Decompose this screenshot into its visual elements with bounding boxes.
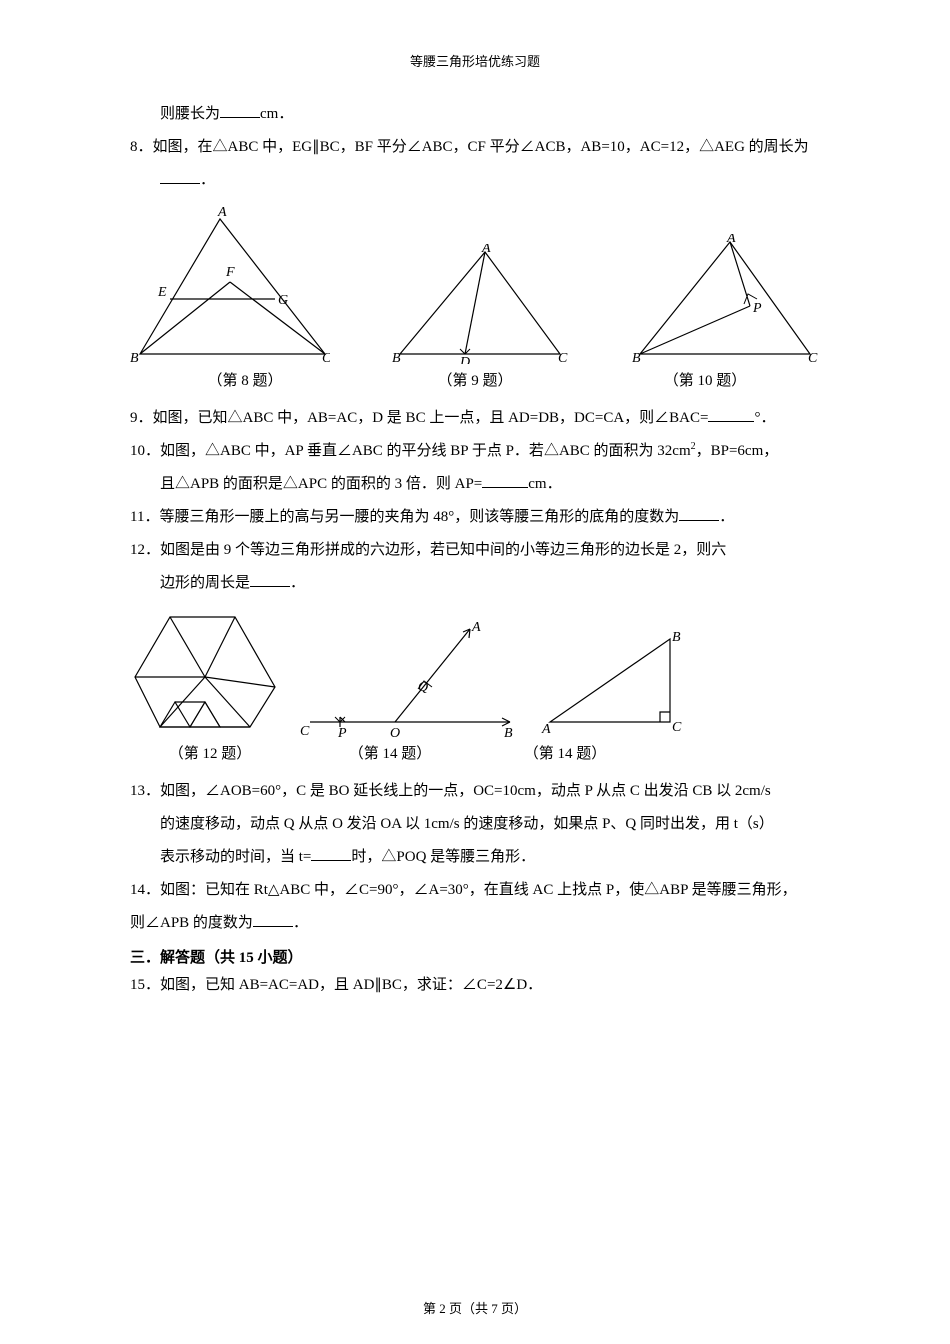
text: °． [754, 410, 775, 426]
text: 边形的周长是 [160, 575, 250, 591]
problem-10-cont: 且△APB 的面积是△APC 的面积的 3 倍．则 AP= cm． [130, 471, 820, 498]
figure-14b: A B C [540, 627, 690, 737]
blank [160, 169, 200, 184]
svg-text:C: C [808, 351, 818, 364]
svg-text:B: B [632, 351, 641, 364]
text: ． [293, 915, 308, 931]
problem-15: 15．如图，已知 AB=AC=AD，且 AD∥BC，求证：∠C=2∠D． [130, 972, 820, 999]
caption-row-1: （第 8 题） （第 9 题） （第 10 题） [130, 368, 820, 395]
svg-text:F: F [225, 265, 235, 280]
text: 11．等腰三角形一腰上的高与另一腰的夹角为 48°，则该等腰三角形的底角的度数为 [130, 509, 679, 525]
svg-text:C: C [558, 351, 568, 364]
text: 15．如图，已知 AB=AC=AD，且 AD∥BC，求证：∠C=2∠D． [130, 977, 542, 993]
figure-8: A B C E F G [130, 204, 330, 364]
svg-text:A: A [541, 722, 551, 737]
svg-text:B: B [130, 351, 139, 364]
problem-13: 13．如图，∠AOB=60°，C 是 BO 延长线上的一点，OC=10cm，动点… [130, 778, 820, 805]
text: ． [719, 509, 734, 525]
figure-10: A B C P [630, 234, 820, 364]
svg-text:P: P [752, 301, 762, 316]
problem-10: 10．如图，△ABC 中，AP 垂直∠ABC 的平分线 BP 于点 P．若△AB… [130, 438, 820, 465]
text: ，BP=6cm， [696, 443, 779, 459]
problem-7-tail: 则腰长为 cm． [130, 101, 820, 128]
problem-14-b: 则∠APB 的度数为 ． [130, 910, 820, 937]
text: 表示移动的时间，当 t= [160, 849, 311, 865]
problem-13-b: 的速度移动，动点 Q 从点 O 发沿 OA 以 1cm/s 的速度移动，如果点 … [130, 811, 820, 838]
text: 则腰长为 [160, 106, 220, 122]
svg-text:B: B [672, 630, 681, 645]
figure-row-2: A C P O B Q A B C [130, 607, 820, 737]
page: 等腰三角形培优练习题 则腰长为 cm． 8．如图，在△ABC 中，EG∥BC，BF… [0, 0, 950, 1344]
text: 9．如图，已知△ABC 中，AB=AC，D 是 BC 上一点，且 AD=DB，D… [130, 410, 708, 426]
svg-text:A: A [726, 234, 736, 246]
svg-text:G: G [278, 293, 288, 308]
blank [679, 506, 719, 521]
caption-row-2: （第 12 题） （第 14 题） （第 14 题） [130, 741, 820, 768]
svg-text:B: B [392, 351, 401, 364]
figure-9: A B C D [390, 244, 570, 364]
svg-text:D: D [459, 355, 470, 364]
page-header: 等腰三角形培优练习题 [130, 50, 820, 73]
text: 且△APB 的面积是△APC 的面积的 3 倍．则 AP= [160, 476, 482, 492]
page-footer: 第 2 页（共 7 页） [0, 1297, 950, 1320]
blank [482, 473, 528, 488]
caption-8: （第 8 题） [130, 368, 360, 395]
caption-10: （第 10 题） [590, 368, 820, 395]
figure-14a: A C P O B Q [300, 617, 520, 737]
problem-14: 14．如图：已知在 Rt△ABC 中，∠C=90°，∠A=30°，在直线 AC … [130, 877, 820, 904]
text: 则∠APB 的度数为 [130, 915, 253, 931]
blank [253, 912, 293, 927]
svg-text:A: A [217, 205, 227, 220]
text: 14．如图：已知在 Rt△ABC 中，∠C=90°，∠A=30°，在直线 AC … [130, 882, 797, 898]
svg-text:B: B [504, 726, 513, 737]
caption-9: （第 9 题） [360, 368, 590, 395]
blank [311, 846, 351, 861]
blank [220, 103, 260, 118]
problem-12-cont: 边形的周长是 ． [130, 570, 820, 597]
caption-14b: （第 14 题） [490, 741, 640, 768]
text: ． [290, 575, 305, 591]
text: 8．如图，在△ABC 中，EG∥BC，BF 平分∠ABC，CF 平分∠ACB，A… [130, 139, 809, 155]
svg-text:A: A [471, 620, 481, 635]
svg-text:C: C [300, 724, 310, 737]
problem-9: 9．如图，已知△ABC 中，AB=AC，D 是 BC 上一点，且 AD=DB，D… [130, 405, 820, 432]
svg-text:A: A [481, 244, 491, 256]
svg-text:P: P [337, 726, 347, 737]
text: cm． [260, 106, 293, 122]
svg-text:C: C [322, 351, 330, 364]
svg-text:E: E [157, 285, 167, 300]
text: 12．如图是由 9 个等边三角形拼成的六边形，若已知中间的小等边三角形的边长是 … [130, 542, 726, 558]
text: cm． [528, 476, 561, 492]
caption-12: （第 12 题） [130, 741, 290, 768]
problem-13-c: 表示移动的时间，当 t= 时，△POQ 是等腰三角形． [130, 844, 820, 871]
figure-12 [130, 607, 280, 737]
problem-11: 11．等腰三角形一腰上的高与另一腰的夹角为 48°，则该等腰三角形的底角的度数为… [130, 504, 820, 531]
text: 的速度移动，动点 Q 从点 O 发沿 OA 以 1cm/s 的速度移动，如果点 … [160, 816, 774, 832]
blank [250, 572, 290, 587]
svg-text:C: C [672, 720, 682, 735]
text: 时，△POQ 是等腰三角形． [351, 849, 535, 865]
problem-12: 12．如图是由 9 个等边三角形拼成的六边形，若已知中间的小等边三角形的边长是 … [130, 537, 820, 564]
section-3-title: 三．解答题（共 15 小题） [130, 945, 820, 972]
text: ． [200, 172, 215, 188]
problem-8-end: ． [130, 167, 820, 194]
problem-8: 8．如图，在△ABC 中，EG∥BC，BF 平分∠ABC，CF 平分∠ACB，A… [130, 134, 820, 161]
blank [708, 407, 754, 422]
caption-14a: （第 14 题） [290, 741, 490, 768]
text: 13．如图，∠AOB=60°，C 是 BO 延长线上的一点，OC=10cm，动点… [130, 783, 771, 799]
svg-text:O: O [390, 726, 400, 737]
text: 10．如图，△ABC 中，AP 垂直∠ABC 的平分线 BP 于点 P．若△AB… [130, 443, 691, 459]
figure-row-1: A B C E F G A B C D [130, 204, 820, 364]
